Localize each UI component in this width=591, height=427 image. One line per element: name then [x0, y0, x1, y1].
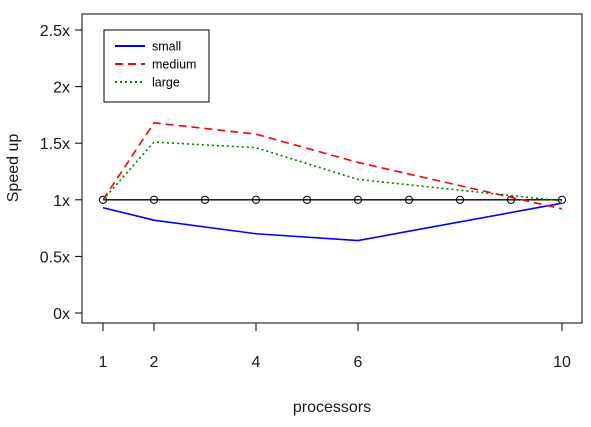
x-tick-label: 1	[99, 354, 108, 371]
reference-point	[149, 195, 159, 204]
reference-point	[98, 195, 108, 204]
legend: small medium large	[103, 29, 210, 103]
reference-point	[404, 195, 414, 204]
y-axis-title: Speed up	[5, 134, 22, 203]
reference-point	[353, 195, 363, 204]
legend-label-small: small	[152, 40, 181, 54]
x-axis-title: processors	[293, 399, 371, 416]
y-tick-label: 0x	[53, 306, 70, 323]
reference-point	[506, 195, 516, 204]
y-tick-label: 0.5x	[40, 249, 70, 266]
y-tick-label: 2x	[53, 80, 70, 97]
series-line-medium	[102, 121, 563, 210]
legend-box	[103, 29, 210, 103]
x-tick-label: 4	[252, 354, 261, 371]
reference-point	[302, 195, 312, 204]
x-tick-label: 2	[150, 354, 159, 371]
y-tick-label: 2.5x	[40, 23, 70, 40]
legend-label-medium: medium	[152, 58, 196, 72]
reference-point	[455, 195, 465, 204]
reference-point	[200, 195, 210, 204]
x-tick-label: 6	[354, 354, 363, 371]
series-line-large	[102, 141, 563, 202]
reference-point	[251, 195, 261, 204]
series-line-small	[102, 202, 563, 242]
y-tick-label: 1x	[53, 193, 70, 210]
legend-label-large: large	[152, 76, 180, 90]
y-tick-label: 1.5x	[40, 136, 70, 153]
series-layer	[98, 121, 567, 242]
axes-layer: 0x 0.5x 1x 1.5x 2x 2.5x 1 2 4 6 10	[40, 23, 571, 371]
x-tick-label: 10	[553, 354, 571, 371]
